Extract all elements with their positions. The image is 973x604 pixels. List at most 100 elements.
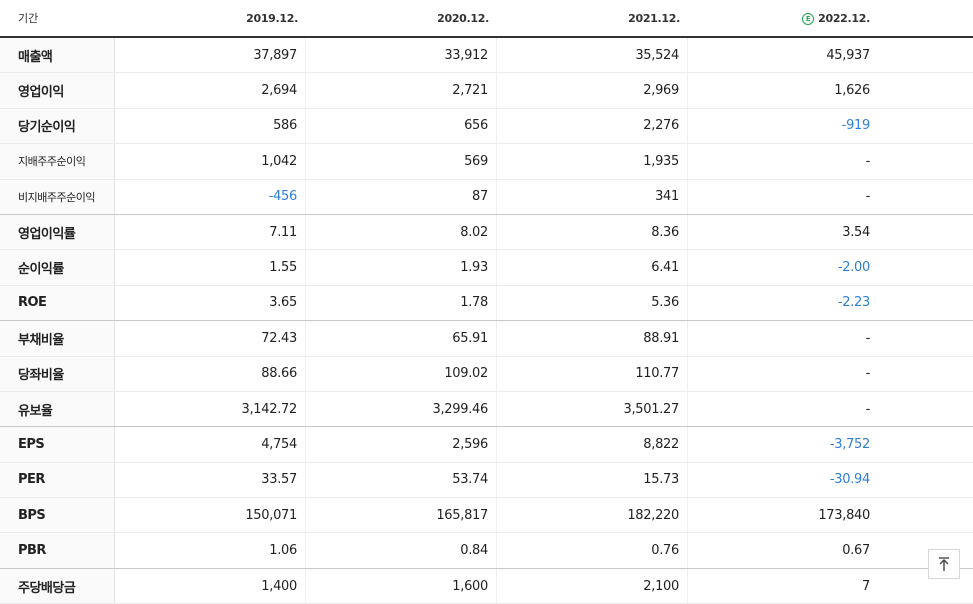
table-cell: 8.36 [497, 214, 688, 250]
table-cell: 33.57 [115, 462, 306, 498]
table-row: 순이익률 1.55 1.93 6.41 -2.00 [0, 250, 973, 286]
table-cell: 0.84 [306, 533, 497, 568]
period-label: 기간 [18, 12, 39, 25]
table-cell: 4,754 [115, 427, 306, 462]
table-cell: 2,694 [115, 73, 306, 108]
table-cell: - [865, 153, 871, 169]
table-cell: 45,937 [826, 47, 870, 63]
estimate-badge-icon: E [802, 12, 815, 25]
row-label: 주당배당금 [0, 568, 115, 604]
table-cell: -3,752 [829, 436, 870, 452]
table-row: EPS 4,754 2,596 8,822 -3,752 [0, 427, 973, 463]
table-cell: 2,721 [306, 73, 497, 108]
table-cell: 569 [306, 144, 497, 179]
table-cell: 182,220 [497, 498, 688, 533]
row-label: 영업이익률 [0, 214, 115, 250]
table-cell: 87 [306, 179, 497, 214]
table-cell: 37,897 [115, 38, 306, 73]
year-header-2019: 2019.12. [246, 11, 298, 25]
table-cell: -456 [115, 179, 306, 214]
row-label: 영업이익 [0, 73, 115, 108]
table-cell: 15.73 [497, 462, 688, 498]
scroll-to-top-button[interactable] [928, 549, 960, 579]
table-cell: 1,626 [834, 83, 870, 99]
table-cell: - [865, 330, 871, 346]
table-row: 영업이익률 7.11 8.02 8.36 3.54 [0, 214, 973, 251]
table-cell: 1,935 [497, 144, 688, 179]
table-row: 영업이익 2,694 2,721 2,969 1,626 [0, 73, 973, 109]
table-cell: 2,276 [497, 108, 688, 144]
table-cell: 3.54 [842, 224, 870, 240]
table-row: 당좌비율 88.66 109.02 110.77 - [0, 356, 973, 392]
table-row: PER 33.57 53.74 15.73 -30.94 [0, 462, 973, 499]
year-header-2021: 2021.12. [628, 11, 680, 25]
table-cell: 88.91 [497, 321, 688, 356]
table-cell: 7.11 [115, 214, 306, 250]
table-cell: 53.74 [306, 462, 497, 498]
table-row: 주당배당금 1,400 1,600 2,100 7 [0, 568, 973, 604]
row-label: 지배주주순이익 [0, 144, 115, 179]
table-cell: 1.55 [115, 250, 306, 285]
table-cell: 1,042 [115, 144, 306, 179]
table-cell: 586 [115, 108, 306, 144]
table-cell: 35,524 [497, 38, 688, 73]
table-cell: - [865, 401, 871, 417]
table-cell: 1.93 [306, 250, 497, 285]
row-label: EPS [0, 427, 115, 462]
table-cell: -919 [841, 118, 871, 134]
table-cell: 1,400 [115, 568, 306, 604]
table-cell: - [865, 366, 871, 382]
table-cell: - [865, 189, 871, 205]
table-cell: 2,969 [497, 73, 688, 108]
table-cell: 1.78 [306, 285, 497, 321]
table-cell: -2.23 [837, 295, 870, 311]
table-cell: 88.66 [115, 356, 306, 391]
table-cell: 5.36 [497, 285, 688, 321]
row-label: BPS [0, 498, 115, 533]
year-header-2022: E 2022.12. [688, 12, 878, 25]
table-cell: 3.65 [115, 285, 306, 321]
row-label: 매출액 [0, 38, 115, 73]
row-label: 비지배주주순이익 [0, 179, 115, 214]
table-cell: 8,822 [497, 427, 688, 462]
row-label: 당기순이익 [0, 108, 115, 144]
table-cell: 3,142.72 [115, 391, 306, 427]
table-cell: 0.76 [497, 533, 688, 568]
arrow-up-to-top-icon [939, 557, 949, 571]
table-row: ROE 3.65 1.78 5.36 -2.23 [0, 285, 973, 322]
table-row: BPS 150,071 165,817 182,220 173,840 [0, 498, 973, 534]
year-header-2022-label: 2022.12. [818, 11, 870, 25]
table-row: PBR 1.06 0.84 0.76 0.67 [0, 533, 973, 569]
table-cell: 7 [862, 578, 870, 594]
row-label: 당좌비율 [0, 356, 115, 391]
table-cell: 3,299.46 [306, 391, 497, 427]
table-row: 유보율 3,142.72 3,299.46 3,501.27 - [0, 391, 973, 428]
table-cell: 2,596 [306, 427, 497, 462]
table-cell: 109.02 [306, 356, 497, 391]
table-cell: 110.77 [497, 356, 688, 391]
table-cell: -2.00 [837, 260, 870, 276]
row-label: PBR [0, 533, 115, 568]
table-header: 기간 2019.12. 2020.12. 2021.12. E 2022.12. [0, 0, 973, 38]
table-cell: 165,817 [306, 498, 497, 533]
row-label: 순이익률 [0, 250, 115, 285]
table-row: 당기순이익 586 656 2,276 -919 [0, 108, 973, 145]
table-cell: 6.41 [497, 250, 688, 285]
table-cell: 656 [306, 108, 497, 144]
table-cell: 8.02 [306, 214, 497, 250]
table-cell: -30.94 [829, 472, 870, 488]
row-label: 부채비율 [0, 321, 115, 356]
year-header-2020: 2020.12. [437, 11, 489, 25]
table-row: 매출액 37,897 33,912 35,524 45,937 [0, 38, 973, 74]
table-cell: 173,840 [818, 507, 870, 523]
table-row: 지배주주순이익 1,042 569 1,935 - [0, 144, 973, 180]
table-cell: 3,501.27 [497, 391, 688, 427]
table-cell: 1.06 [115, 533, 306, 568]
table-row: 비지배주주순이익 -456 87 341 - [0, 179, 973, 215]
table-cell: 150,071 [115, 498, 306, 533]
table-cell: 72.43 [115, 321, 306, 356]
table-body: 매출액 37,897 33,912 35,524 45,937 영업이익 2,694 2,72… [0, 38, 973, 604]
table-cell: 341 [497, 179, 688, 214]
table-cell: 0.67 [842, 543, 870, 559]
